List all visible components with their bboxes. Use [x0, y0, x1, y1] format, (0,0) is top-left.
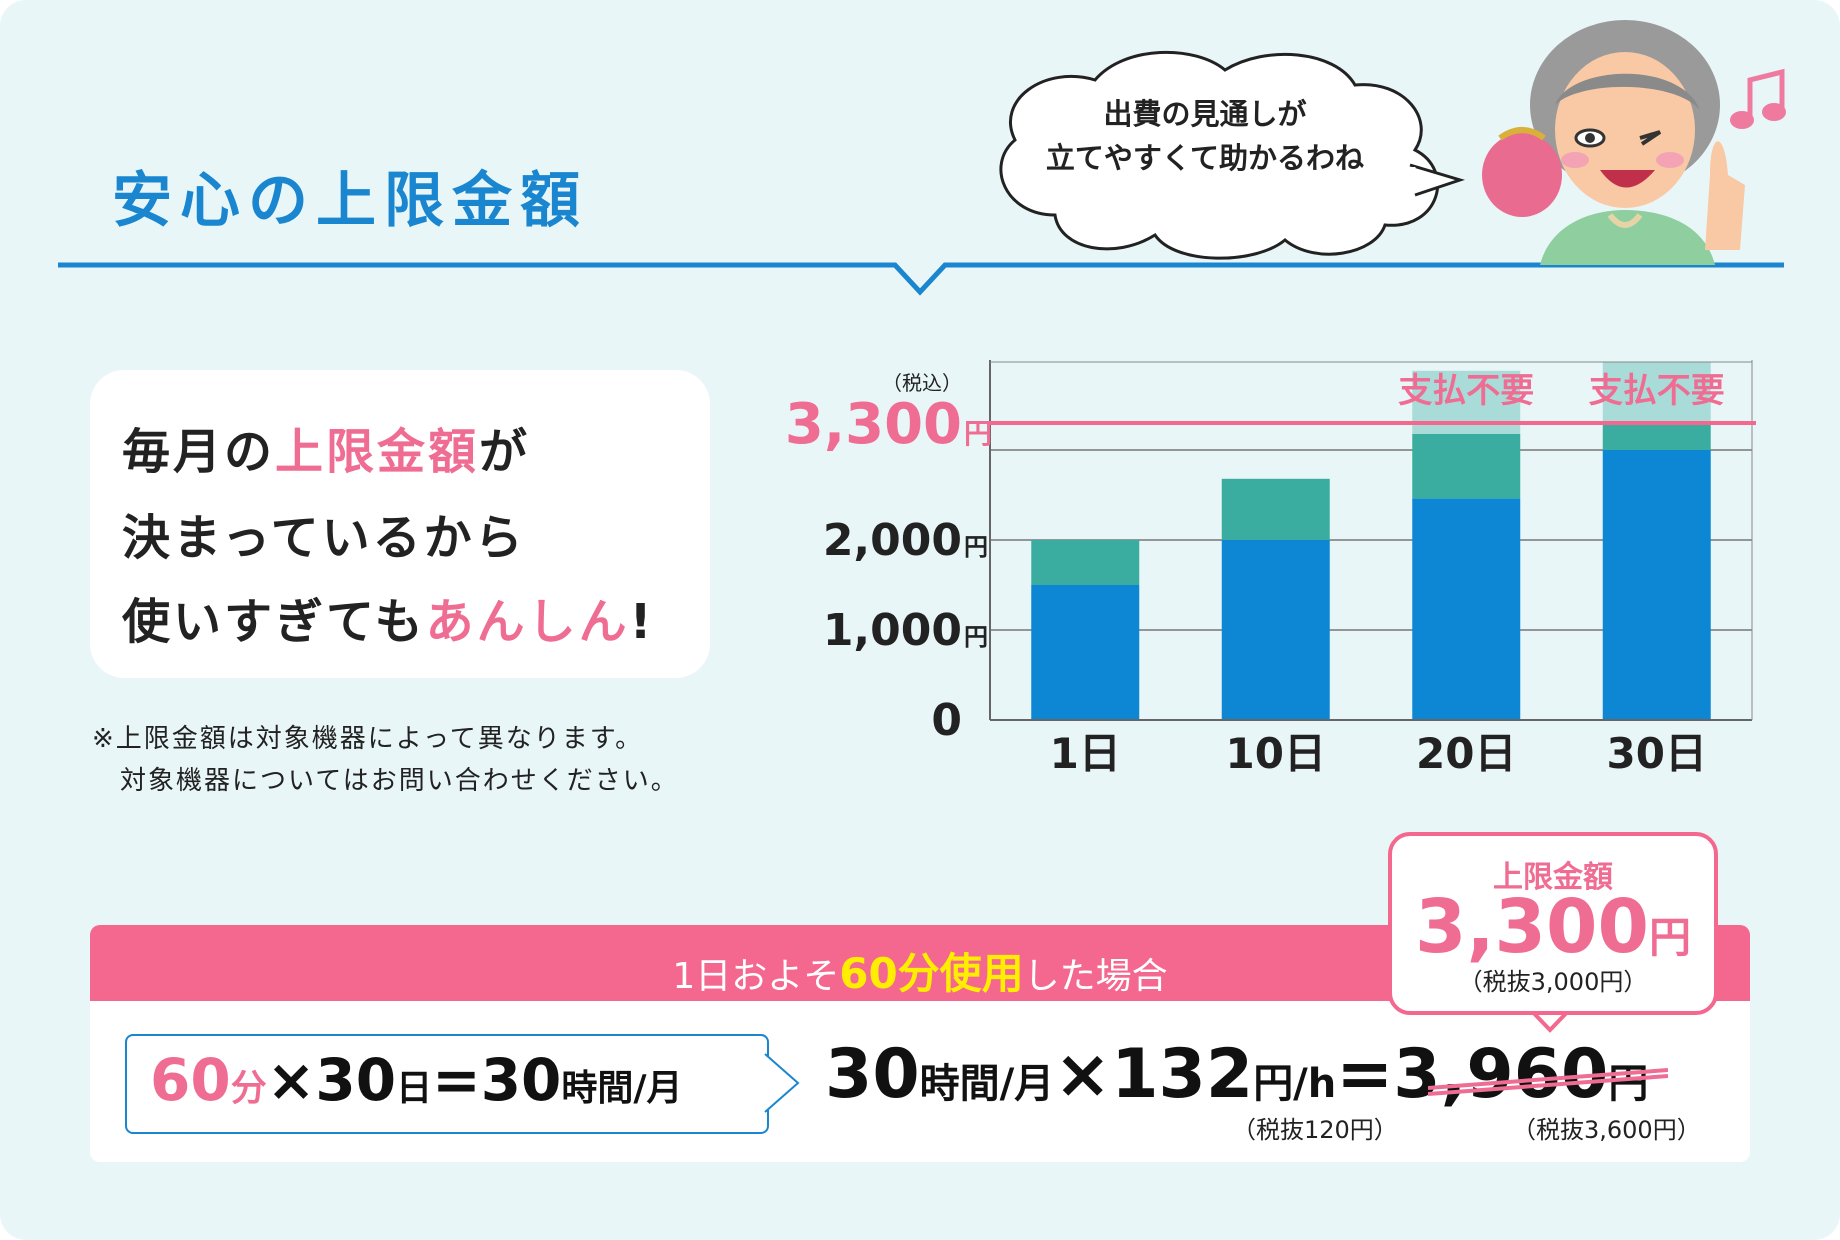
cost-equation: 30時間/月×132円/h=3,960円 — [825, 1035, 1648, 1114]
cap-tick-unit: 円 — [964, 417, 992, 450]
minutes-value: 60 — [150, 1046, 231, 1114]
bar-segment — [1602, 423, 1711, 450]
cap-unit: 円 — [1649, 913, 1692, 962]
chevron-right-icon — [762, 1053, 800, 1113]
calculation-header-text: 1日およそ60分使用した場合 — [90, 940, 1750, 1001]
total-tax-note: （税抜3,600円） — [1512, 1116, 1701, 1144]
y-tick-unit: 円 — [964, 533, 988, 561]
cap-tick-label: 3,300 — [785, 392, 962, 457]
rate-value: 132 — [1111, 1035, 1254, 1114]
strikethrough-mark — [1428, 1068, 1668, 1096]
header-highlight: 60分使用 — [839, 949, 1024, 998]
bar-segment — [1602, 450, 1711, 720]
bar-segment — [1221, 478, 1330, 540]
message-text: ! — [629, 594, 655, 650]
grandmother-illustration — [1482, 20, 1745, 265]
header-text: した場合 — [1023, 956, 1168, 997]
hours-value: 30 — [480, 1046, 562, 1114]
message-line-3: 使いすぎてもあんしん! — [122, 582, 655, 652]
rate-unit: 円/h — [1253, 1061, 1337, 1107]
times-sign: × — [266, 1046, 316, 1114]
bar-segment — [1031, 540, 1140, 585]
x-tick-label: 20日 — [1416, 729, 1516, 778]
x-tick-label: 10日 — [1226, 729, 1326, 778]
total-value: 3,960 — [1393, 1035, 1609, 1114]
hours-unit: 時間/月 — [561, 1068, 683, 1109]
footnote-line-2: 対象機器についてはお問い合わせください。 — [120, 766, 679, 796]
bar-segment — [1031, 585, 1140, 720]
cap-amount: 3,300円 — [1392, 884, 1714, 970]
message-card — [90, 370, 710, 678]
cap-label: 上限金額 — [1493, 860, 1613, 895]
tax-included-note: （税込） — [882, 371, 962, 395]
speech-line-2: 立てやすくて助かるわね — [1045, 141, 1365, 175]
speech-text: 出費の見通しが 立てやすくて助かるわね — [1020, 92, 1390, 180]
y-tick-label: 0 — [931, 695, 962, 746]
section-title: 安心の上限金額 — [112, 166, 588, 236]
days-unit: 日 — [396, 1068, 433, 1109]
cap-callout-box — [1388, 832, 1718, 1015]
usage-rule-text: 60分×30日=30時間/月 — [150, 1046, 683, 1114]
music-note-icon — [1730, 68, 1786, 129]
equals-sign: = — [432, 1046, 481, 1114]
message-highlight: 上限金額 — [275, 424, 480, 480]
message-highlight: あんしん — [425, 594, 630, 650]
bar-segment — [1412, 433, 1521, 499]
message-text: 使いすぎても — [122, 594, 426, 650]
total-unit: 円 — [1608, 1061, 1649, 1107]
y-tick-label: 2,000 — [823, 515, 962, 566]
cap-value: 3,300 — [1414, 884, 1650, 970]
speech-line-1: 出費の見通しが — [1103, 97, 1307, 131]
equals-sign: = — [1336, 1035, 1394, 1114]
header-text: 1日およそ — [672, 956, 840, 997]
bar-segment — [1412, 498, 1521, 720]
no-payment-label: 支払不要 — [1589, 371, 1725, 411]
message-line-2: 決まっているから — [122, 510, 526, 566]
bar-segment — [1221, 540, 1330, 720]
footnote-line-1: ※上限金額は対象機器によって異なります。 — [92, 724, 644, 754]
section-divider — [58, 262, 1784, 296]
message-line-1: 毎月の上限金額が — [122, 412, 530, 482]
cap-tax-note: （税抜3,000円） — [1458, 968, 1648, 996]
y-tick-label: 1,000 — [823, 605, 962, 656]
message-text: 毎月の — [122, 424, 276, 480]
y-tick-unit: 円 — [964, 623, 988, 651]
x-tick-label: 30日 — [1607, 729, 1707, 778]
minutes-unit: 分 — [230, 1068, 267, 1109]
hours-unit: 時間/月 — [919, 1061, 1055, 1107]
usage-rule-box — [125, 1034, 769, 1134]
x-tick-label: 1日 — [1050, 729, 1121, 778]
message-text: が — [479, 424, 531, 480]
rate-tax-note: （税抜120円） — [1232, 1116, 1398, 1144]
bar-segment — [1602, 362, 1711, 423]
days-value: 30 — [315, 1046, 397, 1114]
times-sign: × — [1054, 1035, 1112, 1114]
hours-value: 30 — [825, 1035, 920, 1114]
no-payment-label: 支払不要 — [1398, 371, 1534, 411]
speech-bubble — [999, 50, 1465, 260]
